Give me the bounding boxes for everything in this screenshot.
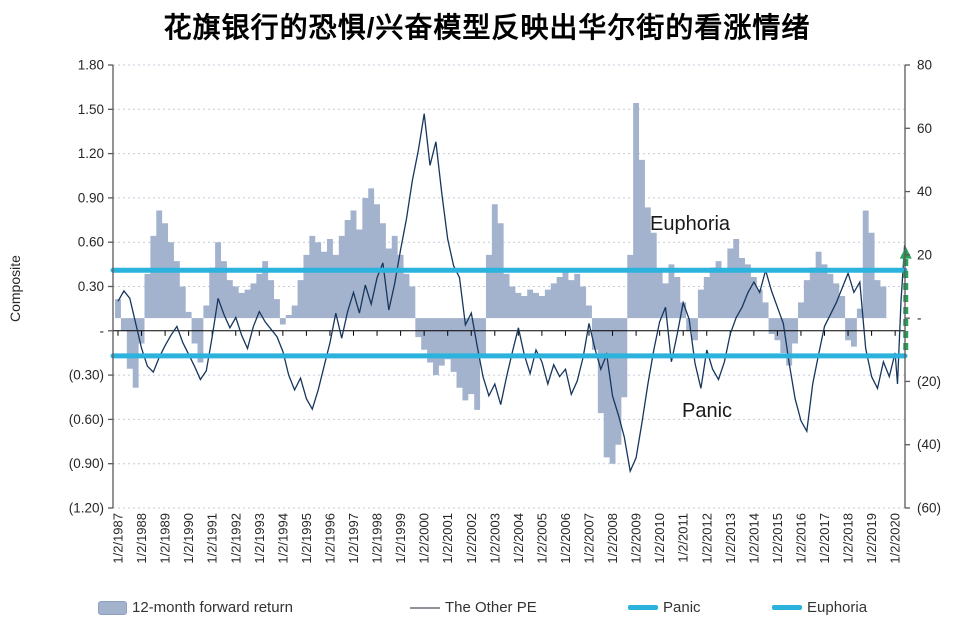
x-tick-label: 1/2/2020	[888, 513, 903, 564]
x-tick-label: 1/2/2019	[864, 513, 879, 564]
left-tick-label: 1.80	[78, 58, 104, 73]
left-axis-title: Composite	[7, 255, 23, 322]
x-tick-label: 1/2/1999	[393, 513, 408, 564]
x-tick-label: 1/2/2006	[558, 513, 573, 564]
forward-return-area	[115, 102, 887, 464]
chart-generated-layer: 1.80 1.50 1.20 0.90 0.60 0.30 - (0.30) (0.60) (0.…	[69, 58, 941, 564]
x-tick-label: 1/2/2002	[464, 513, 479, 564]
right-tick-label: 80	[917, 58, 932, 73]
right-tick-label: (60)	[917, 501, 941, 516]
legend-label-euphoria: Euphoria	[807, 599, 868, 616]
right-tick-label: (40)	[917, 437, 941, 452]
x-tick-label: 1/2/2013	[723, 513, 738, 564]
panic-swatch	[628, 605, 658, 610]
legend-label-other-pe: The Other PE	[445, 599, 537, 616]
x-tick-label: 1/2/1991	[205, 513, 220, 564]
left-tick-label: (0.90)	[69, 456, 104, 471]
x-tick-label: 1/2/2015	[770, 513, 785, 564]
legend-label-forward-return: 12-month forward return	[132, 599, 293, 616]
x-tick-label: 1/2/1996	[322, 513, 337, 564]
chart-canvas: 1.80 1.50 1.20 0.90 0.60 0.30 - (0.30) (0.60) (0.…	[7, 58, 941, 564]
left-tick-label: 1.20	[78, 146, 104, 161]
x-tick-label: 1/2/2003	[487, 513, 502, 564]
x-tick-label: 1/2/1998	[370, 513, 385, 564]
left-tick-label: 1.50	[78, 102, 104, 117]
x-tick-label: 1/2/2017	[817, 513, 832, 564]
x-tick-label: 1/2/2012	[699, 513, 714, 564]
x-tick-label: 1/2/2018	[841, 513, 856, 564]
x-tick-label: 1/2/2009	[629, 513, 644, 564]
x-tick-label: 1/2/1995	[299, 513, 314, 564]
panic-annotation: Panic	[682, 400, 732, 422]
x-tick-label: 1/2/1994	[275, 513, 290, 564]
right-tick-label: 20	[917, 247, 932, 262]
x-tick-label: 1/2/2008	[605, 513, 620, 564]
right-tick-label: 60	[917, 121, 932, 136]
legend-item-forward-return: 12-month forward return	[98, 599, 293, 616]
legend-label-panic: Panic	[663, 599, 701, 616]
x-tick-label: 1/2/2016	[793, 513, 808, 564]
left-tick-label: (1.20)	[69, 501, 104, 516]
legend-item-panic: Panic	[628, 599, 701, 616]
left-tick-label: 0.90	[78, 190, 104, 205]
forward-return-swatch	[98, 600, 127, 615]
x-tick-label: 1/2/2007	[582, 513, 597, 564]
x-tick-label: 1/2/1992	[228, 513, 243, 564]
x-tick-label: 1/2/1990	[181, 513, 196, 564]
legend: 12-month forward return The Other PE Pan…	[0, 599, 974, 625]
x-tick-label: 1/2/2014	[746, 513, 761, 564]
legend-item-other-pe: The Other PE	[410, 599, 537, 616]
left-tick-label: 0.30	[78, 279, 104, 294]
x-tick-label: 1/2/2000	[417, 513, 432, 564]
x-tick-label: 1/2/1987	[111, 513, 126, 564]
left-tick-label: 0.60	[78, 235, 104, 250]
x-tick-label: 1/2/2010	[652, 513, 667, 564]
euphoria-annotation: Euphoria	[650, 213, 731, 235]
x-tick-label: 1/2/2001	[440, 513, 455, 564]
x-tick-label: 1/2/1989	[158, 513, 173, 564]
right-tick-label: (20)	[917, 374, 941, 389]
other-pe-swatch	[410, 606, 440, 609]
x-tick-label: 1/2/1988	[134, 513, 149, 564]
left-tick-label: (0.60)	[69, 412, 104, 427]
trend-arrow-head-icon	[899, 246, 912, 259]
left-tick-label: (0.30)	[69, 368, 104, 383]
legend-item-euphoria: Euphoria	[772, 599, 867, 616]
euphoria-swatch	[772, 605, 802, 610]
other-pe-line	[117, 113, 906, 474]
right-tick-label: 40	[917, 184, 932, 199]
x-tick-label: 1/2/1993	[252, 513, 267, 564]
left-tick-label: -	[100, 323, 105, 338]
x-tick-label: 1/2/1997	[346, 513, 361, 564]
x-tick-label: 1/2/2005	[534, 513, 549, 564]
x-tick-label: 1/2/2011	[676, 513, 691, 563]
x-tick-label: 1/2/2004	[511, 513, 526, 564]
chart-title: 花旗银行的恐惧/兴奋模型反映出华尔街的看涨情绪	[163, 12, 811, 43]
right-tick-label: -	[917, 311, 922, 326]
